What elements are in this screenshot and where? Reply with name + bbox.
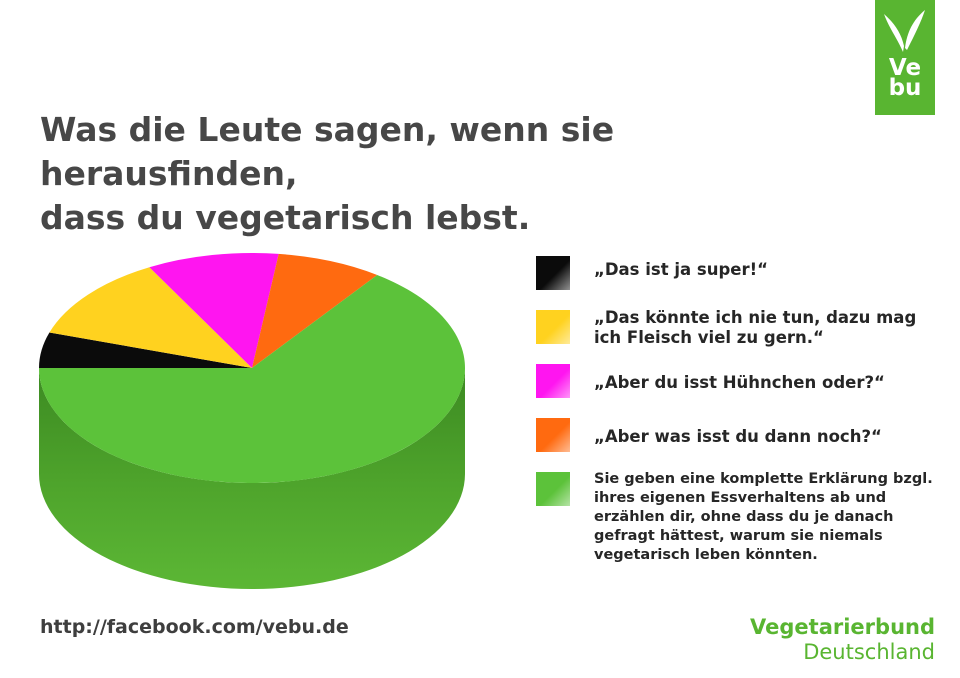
vebu-logo: Ve bu [875, 0, 935, 115]
pie-side-wall [39, 368, 465, 589]
pie-slice-4 [252, 253, 378, 368]
chart-title: Was die Leute sagen, wenn sie herausfind… [40, 108, 860, 240]
legend-label-2: „Das könnte ich nie tun, dazu mag ich Fl… [594, 308, 917, 347]
legend-swatch-1 [536, 256, 570, 290]
legend-label-4: „Aber was isst du dann noch?“ [594, 427, 882, 446]
legend-label-1: „Das ist ja super!“ [594, 260, 768, 279]
legend-swatch-3 [536, 364, 570, 398]
org-name: Vegetarierbund Deutschland [750, 614, 935, 664]
legend-swatch-5 [536, 472, 570, 506]
facebook-url: http://facebook.com/vebu.de [40, 616, 349, 638]
logo-text-ve: Ve [888, 55, 922, 81]
title-line-2: dass du vegetarisch lebst. [40, 198, 531, 237]
pie-slice-3 [149, 253, 279, 368]
pie-top-face [39, 253, 465, 483]
pie-side-surface [39, 368, 465, 589]
org-name-line-2: Deutschland [803, 640, 935, 664]
pie-chart [39, 253, 465, 589]
legend-swatch-4 [536, 418, 570, 452]
logo-text-bu: bu [888, 75, 922, 101]
pie-slice-1 [39, 332, 252, 368]
legend-label-5: Sie geben eine komplette Erklärung bzgl.… [594, 471, 933, 563]
pie-slice-2 [49, 267, 253, 368]
org-name-line-1: Vegetarierbund [750, 615, 935, 639]
legend-swatch-2 [536, 310, 570, 344]
pie-slice-5 [39, 274, 465, 483]
sprout-icon [884, 10, 925, 52]
legend-label-3: „Aber du isst Hühnchen oder?“ [594, 373, 885, 392]
title-line-1: Was die Leute sagen, wenn sie herausfind… [40, 110, 615, 193]
